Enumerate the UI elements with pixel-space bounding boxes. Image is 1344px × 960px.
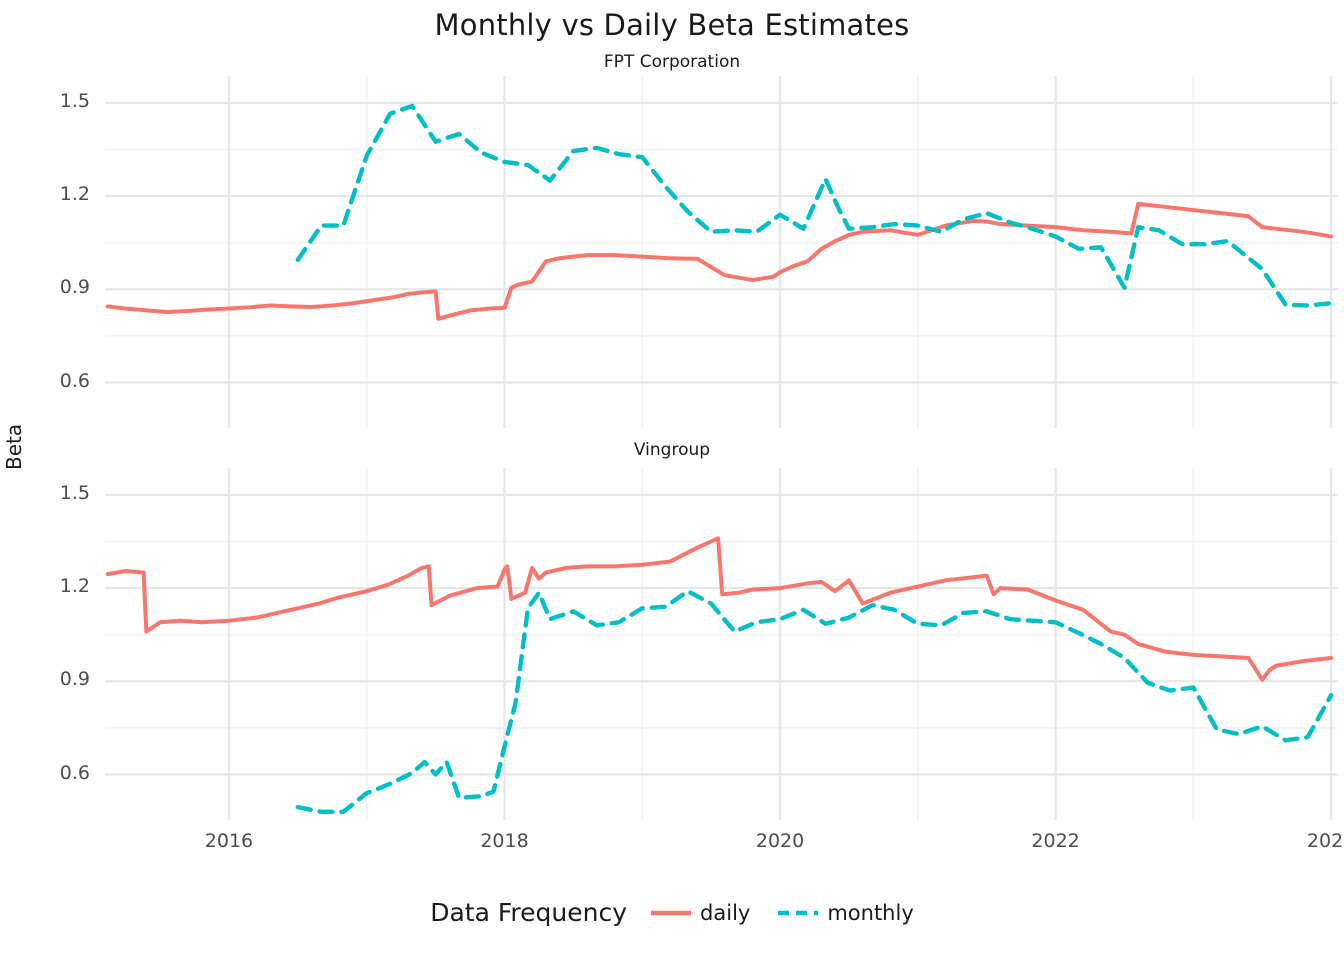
- x-tick-label: 2022: [1031, 830, 1080, 852]
- series-line-daily: [105, 201, 1334, 321]
- legend: Data Frequency daily monthly: [0, 898, 1344, 927]
- legend-label-daily: daily: [700, 900, 751, 925]
- y-tick-label: 0.6: [59, 761, 90, 784]
- y-tick-label: 0.9: [59, 668, 90, 691]
- series-line-daily: [105, 536, 1334, 682]
- y-tick-label: 1.5: [59, 481, 90, 504]
- x-tick-label: 2018: [480, 830, 529, 852]
- y-tick-label: 1.2: [59, 575, 90, 598]
- series-line-monthly: [295, 103, 1334, 308]
- x-tick-label: 2016: [204, 830, 254, 852]
- y-tick-label: 0.9: [59, 276, 90, 299]
- legend-entry-daily[interactable]: daily: [649, 901, 750, 925]
- legend-title: Data Frequency: [430, 898, 628, 927]
- y-tick-label: 1.2: [59, 183, 90, 206]
- panel-plot-fpt-corporation: [105, 76, 1338, 428]
- chart-title: Monthly vs Daily Beta Estimates: [434, 8, 910, 42]
- legend-entry-monthly[interactable]: monthly: [776, 900, 914, 925]
- panel-plot-vingroup: [105, 468, 1338, 820]
- series-line-monthly: [295, 588, 1334, 814]
- legend-key-daily-icon: [651, 910, 692, 915]
- legend-label-monthly: monthly: [827, 900, 914, 925]
- chart-subtitle: FPT Corporation: [603, 52, 741, 72]
- legend-key-monthly-icon: [778, 910, 819, 915]
- y-tick-label: 0.6: [59, 369, 90, 392]
- panel-strip-label-1: Vingroup: [633, 440, 711, 460]
- y-tick-label: 1.5: [59, 89, 90, 112]
- x-tick-label: 2020: [755, 830, 805, 852]
- x-tick-label: 2024: [1306, 830, 1344, 852]
